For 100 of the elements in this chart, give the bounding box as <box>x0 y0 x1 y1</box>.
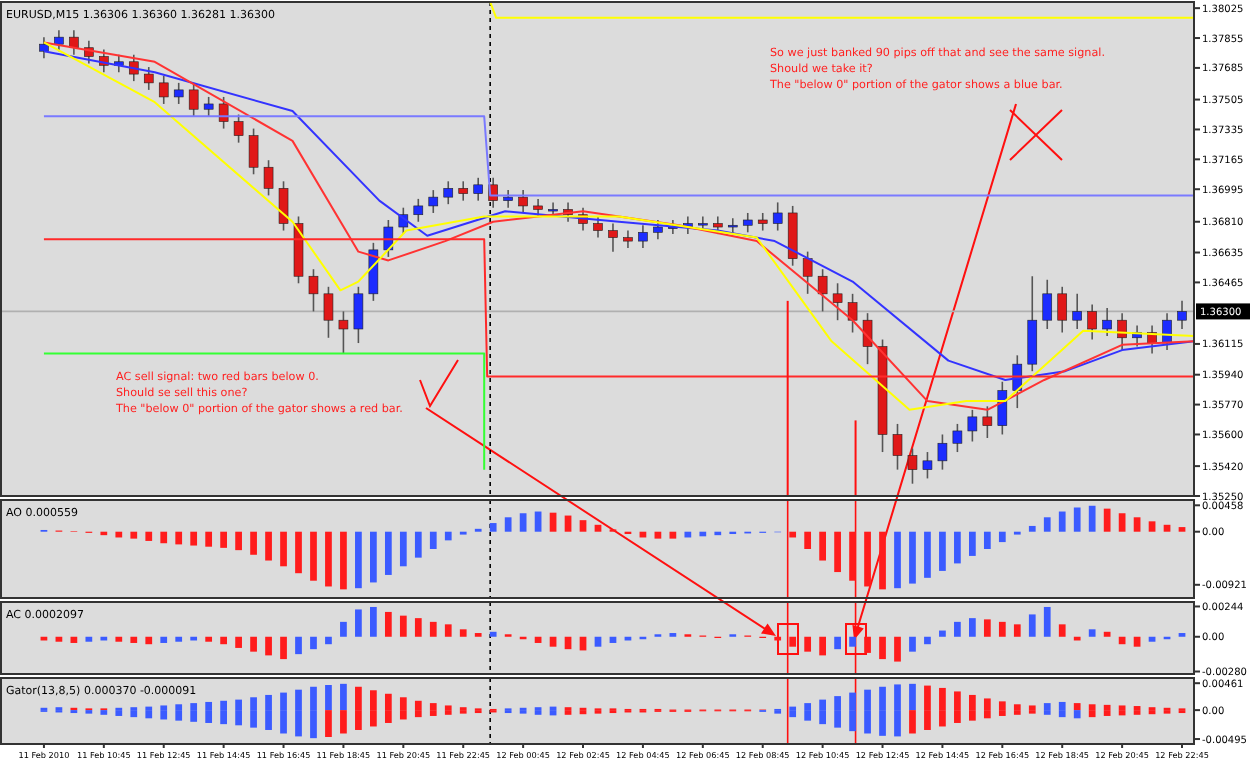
bar <box>969 531 976 556</box>
candlestick <box>1102 307 1112 337</box>
bar <box>190 531 198 546</box>
bar <box>1058 511 1066 532</box>
bar <box>1073 710 1081 719</box>
bar <box>684 531 692 538</box>
candlestick <box>39 36 49 60</box>
bar <box>489 523 497 532</box>
bar <box>115 636 123 642</box>
candlestick <box>787 205 798 267</box>
candlestick <box>817 268 828 313</box>
bar <box>1118 705 1126 711</box>
candlestick <box>862 312 873 365</box>
bar <box>1043 606 1051 637</box>
candlestick <box>173 82 184 105</box>
bar <box>205 531 213 547</box>
bar <box>145 710 153 719</box>
candlestick <box>248 127 259 176</box>
bar <box>983 698 991 711</box>
candlestick <box>323 286 334 339</box>
bar <box>549 636 557 647</box>
candlestick <box>1027 275 1038 372</box>
candlestick <box>1057 286 1068 334</box>
bar <box>789 710 797 718</box>
bar <box>399 531 407 567</box>
candlestick <box>1042 278 1053 330</box>
candlestick <box>518 189 528 214</box>
bar <box>145 531 153 541</box>
bar <box>983 531 991 549</box>
bar <box>1013 704 1021 711</box>
bar <box>220 531 227 548</box>
candlestick <box>982 405 993 439</box>
candlestick <box>338 310 349 355</box>
bar <box>340 621 347 637</box>
bar <box>699 531 707 537</box>
bar <box>1148 521 1156 532</box>
bar <box>1088 629 1096 637</box>
bar <box>310 531 317 581</box>
candlestick <box>892 423 903 471</box>
bar <box>250 636 257 652</box>
candlestick <box>263 159 274 197</box>
bar <box>1073 507 1081 532</box>
candlestick <box>54 29 64 53</box>
bar <box>414 618 422 637</box>
bar <box>414 700 422 711</box>
candlestick <box>1117 312 1127 351</box>
candlestick <box>203 96 214 118</box>
bar <box>384 611 392 637</box>
bar <box>1133 636 1141 647</box>
candlestick <box>143 66 154 91</box>
bar <box>205 636 213 642</box>
bar <box>894 531 901 589</box>
bar <box>355 609 362 637</box>
bar <box>864 531 871 587</box>
bar <box>1088 704 1096 711</box>
bar <box>998 621 1006 637</box>
bar <box>1088 505 1096 532</box>
candlestick <box>593 215 603 239</box>
candlestick <box>832 282 843 321</box>
bar <box>969 618 976 637</box>
bar <box>55 636 63 642</box>
candlestick <box>742 212 753 234</box>
candlestick <box>608 222 618 253</box>
bar <box>879 636 886 660</box>
candlestick <box>1177 300 1187 330</box>
bar <box>265 531 272 561</box>
bar <box>370 531 377 583</box>
bar <box>939 531 946 571</box>
candlestick <box>353 286 364 344</box>
bar <box>1103 508 1111 532</box>
bar <box>804 636 812 652</box>
bar <box>834 636 841 650</box>
bar <box>519 513 527 532</box>
candlestick <box>937 433 948 471</box>
candlestick <box>802 250 813 295</box>
bar <box>175 636 183 642</box>
bar <box>85 636 93 642</box>
bar <box>594 636 602 647</box>
bar <box>115 531 123 538</box>
candlestick <box>233 113 244 144</box>
bar <box>355 531 362 589</box>
bar <box>459 629 467 637</box>
bar <box>205 710 213 723</box>
bar <box>295 636 302 655</box>
bar <box>504 517 512 532</box>
candlestick <box>847 293 858 334</box>
candlestick <box>69 29 79 56</box>
bar <box>175 710 183 721</box>
bar <box>879 531 886 590</box>
candlestick <box>922 451 933 480</box>
candlestick <box>443 180 454 205</box>
candlestick <box>952 423 963 453</box>
candlestick <box>368 242 379 302</box>
bar <box>1133 517 1141 532</box>
bar <box>954 621 961 637</box>
bar <box>924 636 931 645</box>
bar <box>804 531 812 549</box>
bar <box>340 531 347 590</box>
candlestick <box>653 219 663 241</box>
bar <box>998 531 1006 543</box>
